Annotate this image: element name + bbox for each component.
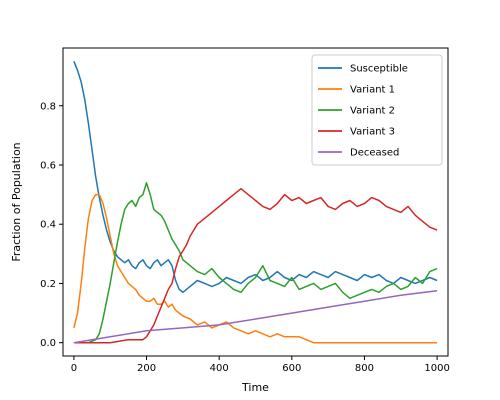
x-tick-label: 200 <box>137 363 156 374</box>
y-tick-label: 0.8 <box>40 101 56 112</box>
y-axis-label: Fraction of Population <box>10 142 23 261</box>
x-axis-label: Time <box>241 381 269 394</box>
y-tick-label: 0.0 <box>40 338 56 349</box>
x-axis-ticks: 0 200 400 600 800 1000 <box>71 356 450 374</box>
x-tick-label: 0 <box>71 363 77 374</box>
y-tick-label: 0.6 <box>40 160 56 171</box>
x-tick-label: 400 <box>210 363 229 374</box>
legend-label: Susceptible <box>350 64 408 75</box>
legend-box <box>311 54 443 166</box>
y-axis-ticks: 0.0 0.2 0.4 0.6 0.8 <box>40 101 63 349</box>
x-tick-label: 600 <box>282 363 301 374</box>
y-tick-label: 0.4 <box>40 220 56 231</box>
series-line-4 <box>73 187 438 344</box>
series-line-3 <box>73 182 438 344</box>
plot-lines <box>73 61 438 344</box>
legend: Susceptible Variant 1 Variant 2 Variant 3 De… <box>311 54 443 166</box>
x-tick-label: 800 <box>355 363 374 374</box>
y-tick-label: 0.2 <box>40 279 56 290</box>
axes-frame <box>62 47 449 357</box>
x-tick-label: 1000 <box>424 363 449 374</box>
legend-label: Deceased <box>350 148 399 159</box>
series-line-2 <box>73 193 438 344</box>
legend-label: Variant 2 <box>350 106 395 117</box>
series-line-5 <box>73 290 438 344</box>
legend-label: Variant 3 <box>350 127 395 138</box>
legend-label: Variant 1 <box>350 85 395 96</box>
